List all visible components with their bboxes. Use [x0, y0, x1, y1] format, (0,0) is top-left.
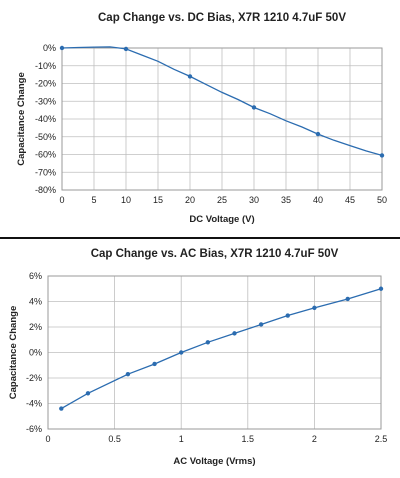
y-tick-label: -50% [35, 132, 56, 142]
plot-frame [61, 47, 383, 191]
x-axis-label: AC Voltage (Vrms) [173, 456, 255, 467]
x-tick-label: 0.5 [108, 434, 121, 444]
y-tick-label: 0% [43, 43, 56, 53]
dc-bias-chart: Cap Change vs. DC Bias, X7R 1210 4.7uF 5… [16, 12, 387, 225]
dc-bias-chart-panel: Cap Change vs. DC Bias, X7R 1210 4.7uF 5… [0, 0, 400, 237]
x-tick-label: 25 [217, 195, 227, 205]
x-tick-label: 45 [345, 195, 355, 205]
x-tick-label: 20 [185, 195, 195, 205]
y-tick-label: -2% [26, 373, 42, 383]
data-point [205, 340, 211, 345]
data-point [59, 45, 65, 51]
x-axis-label: DC Voltage (V) [189, 214, 254, 225]
data-point [232, 331, 237, 336]
plot-frame [47, 275, 382, 430]
data-point [123, 46, 129, 52]
data-point [379, 153, 385, 158]
data-point [152, 361, 157, 367]
y-tick-label: -4% [26, 399, 42, 409]
data-point [125, 371, 131, 377]
data-point [179, 350, 184, 355]
chart-title: Cap Change vs. AC Bias, X7R 1210 4.7uF 5… [91, 248, 339, 260]
y-tick-label: -80% [35, 185, 56, 195]
ac-bias-chart-panel: Cap Change vs. AC Bias, X7R 1210 4.7uF 5… [0, 239, 400, 478]
data-point [258, 322, 264, 327]
data-point [187, 74, 193, 79]
x-tick-label: 1.5 [242, 434, 255, 444]
x-tick-label: 0 [59, 195, 64, 205]
y-tick-label: -60% [35, 150, 56, 160]
y-tick-label: -30% [35, 96, 56, 106]
y-tick-label: -70% [35, 167, 56, 177]
x-tick-label: 40 [313, 195, 323, 205]
data-point [378, 286, 384, 291]
y-tick-label: 2% [29, 322, 42, 332]
x-tick-label: 35 [281, 195, 291, 205]
y-tick-label: 0% [29, 348, 42, 358]
ac-bias-chart: Cap Change vs. AC Bias, X7R 1210 4.7uF 5… [8, 248, 388, 467]
y-axis-label: Capacitance Change [8, 306, 19, 399]
x-tick-label: 2 [312, 434, 317, 444]
y-tick-label: -40% [35, 114, 56, 124]
x-tick-label: 2.5 [375, 434, 388, 444]
chart-title: Cap Change vs. DC Bias, X7R 1210 4.7uF 5… [98, 12, 346, 24]
x-tick-label: 10 [121, 195, 131, 205]
x-tick-label: 5 [91, 195, 96, 205]
chart-divider [0, 237, 400, 239]
y-tick-label: 4% [29, 297, 42, 307]
x-tick-label: 1 [179, 434, 184, 444]
y-axis-label: Capacitance Change [16, 72, 27, 165]
data-point [312, 305, 317, 311]
x-tick-label: 30 [249, 195, 259, 205]
x-tick-label: 15 [153, 195, 163, 205]
data-point [345, 296, 350, 302]
data-point [251, 105, 257, 110]
data-point [85, 391, 91, 396]
data-point [315, 131, 321, 137]
series-line [60, 288, 382, 410]
x-tick-label: 50 [377, 195, 387, 205]
y-tick-label: 6% [29, 271, 42, 281]
data-point [285, 313, 290, 318]
y-tick-label: -6% [26, 424, 42, 434]
y-tick-label: -10% [35, 61, 56, 71]
data-point [59, 406, 64, 411]
series-line [61, 46, 383, 157]
y-tick-label: -20% [35, 79, 56, 89]
x-tick-label: 0 [45, 434, 50, 444]
